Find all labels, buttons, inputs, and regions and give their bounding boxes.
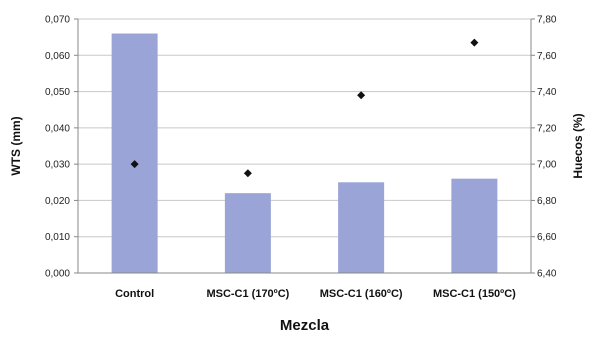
right-tick-label: 7,40	[537, 87, 557, 98]
y-axis-title: WTS (mm)	[9, 116, 23, 175]
marker-point	[470, 38, 479, 47]
category-label: MSC-C1 (160ºC)	[320, 288, 403, 300]
left-tick-label: 0,050	[45, 87, 70, 98]
right-tick-label: 7,60	[537, 51, 557, 62]
right-tick-label: 6,60	[537, 232, 557, 243]
markers	[130, 38, 479, 178]
category-labels: Control MSC-C1 (170ºC) MSC-C1 (160ºC) MSC-C…	[115, 288, 516, 300]
bar	[224, 193, 271, 273]
left-tick-label: 0,070	[45, 15, 70, 26]
marker-point	[243, 169, 252, 178]
left-tick-labels: 0,000 0,010 0,020 0,030 0,040 0,050 0,060 0,070	[45, 15, 78, 280]
left-tick-label: 0,000	[45, 269, 70, 280]
left-tick-label: 0,030	[45, 160, 70, 171]
left-tick-label: 0,060	[45, 51, 70, 62]
marker-point	[357, 91, 366, 100]
bars	[111, 33, 498, 274]
left-tick-label: 0,020	[45, 196, 70, 207]
category-label: Control	[115, 288, 154, 300]
left-tick-label: 0,010	[45, 232, 70, 243]
category-label: MSC-C1 (150ºC)	[433, 288, 516, 300]
axes	[77, 19, 532, 274]
category-label: MSC-C1 (170ºC)	[206, 288, 289, 300]
left-tick-label: 0,040	[45, 123, 70, 134]
right-tick-label: 6,40	[537, 269, 557, 280]
right-tick-labels: 6,40 6,60 6,80 7,00 7,20 7,40 7,60 7,80	[531, 15, 557, 280]
bar	[338, 182, 385, 273]
x-axis-title: Mezcla	[280, 317, 330, 334]
y2-axis-title: Huecos (%)	[571, 113, 585, 178]
marker-point	[130, 160, 139, 169]
bar	[451, 178, 498, 273]
right-tick-label: 7,00	[537, 160, 557, 171]
right-tick-label: 7,20	[537, 123, 557, 134]
right-tick-label: 6,80	[537, 196, 557, 207]
bar	[111, 33, 158, 274]
right-tick-label: 7,80	[537, 15, 557, 26]
